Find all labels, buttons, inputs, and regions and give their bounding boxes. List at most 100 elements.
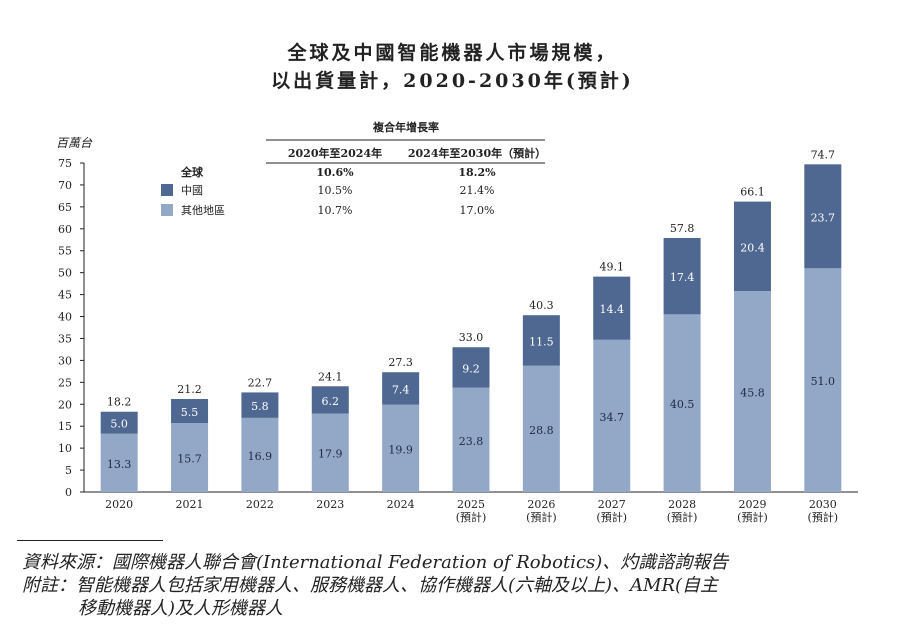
cagr-value: 10.7% bbox=[318, 204, 353, 217]
bar-china bbox=[452, 347, 490, 388]
cagr-value: 10.6% bbox=[316, 166, 354, 179]
footnote-source: 資料來源：國際機器人聯合會(International Federation o… bbox=[22, 552, 729, 573]
bar-label-china: 7.4 bbox=[392, 383, 410, 396]
bar-label-other-region: 28.8 bbox=[529, 424, 554, 437]
chart-title-line1: 全球及中國智能機器人市場規模， bbox=[287, 42, 618, 64]
y-tick-label: 55 bbox=[58, 245, 72, 258]
y-tick-label: 35 bbox=[58, 332, 72, 345]
y-tick-label: 25 bbox=[58, 376, 72, 389]
bar-other-region bbox=[100, 433, 138, 492]
bar-china bbox=[804, 164, 842, 269]
x-tick-label: 2020 bbox=[105, 498, 133, 511]
bar-label-other-region: 16.9 bbox=[248, 450, 273, 463]
bar-total-label: 49.1 bbox=[599, 261, 624, 274]
y-tick-label: 10 bbox=[58, 442, 72, 455]
bar-other-region bbox=[382, 404, 420, 492]
bar-other-region bbox=[733, 291, 771, 492]
bar-total-label: 24.1 bbox=[318, 370, 343, 383]
x-tick-note: (預計) bbox=[667, 510, 698, 524]
y-tick-label: 30 bbox=[58, 354, 72, 367]
y-tick-label: 75 bbox=[58, 157, 72, 170]
bar-other-region bbox=[452, 387, 490, 492]
bar-china bbox=[593, 276, 631, 340]
bar-china bbox=[522, 315, 560, 366]
x-tick-note: (預計) bbox=[808, 510, 839, 524]
bar-total-label: 33.0 bbox=[459, 331, 484, 344]
x-tick-note: (預計) bbox=[456, 510, 487, 524]
bar-other-region bbox=[804, 268, 842, 492]
bar-china bbox=[241, 392, 279, 418]
bar-label-other-region: 15.7 bbox=[177, 453, 202, 466]
bar-total-label: 40.3 bbox=[529, 299, 554, 312]
bar-china bbox=[171, 399, 209, 424]
y-tick-label: 50 bbox=[58, 267, 72, 280]
x-tick-label: 2022 bbox=[246, 498, 274, 511]
footnote-note-cont: 移動機器人)及人形機器人 bbox=[78, 598, 284, 619]
y-tick-label: 45 bbox=[58, 289, 72, 302]
x-tick-note: (預計) bbox=[526, 510, 557, 524]
bar-china bbox=[311, 386, 349, 414]
legend-label: 全球 bbox=[180, 165, 204, 179]
cagr-value: 17.0% bbox=[460, 204, 495, 217]
bar-total-label: 27.3 bbox=[388, 356, 413, 369]
cagr-header: 複合年增長率 bbox=[372, 120, 439, 134]
bar-label-china: 5.8 bbox=[251, 400, 269, 413]
chart-title-line2: 以出貨量計，2020-2030年(預計) bbox=[271, 70, 634, 92]
bar-total-label: 74.7 bbox=[811, 148, 836, 161]
y-tick-label: 0 bbox=[65, 486, 72, 499]
bar-other-region bbox=[241, 417, 279, 492]
bar-label-china: 11.5 bbox=[529, 335, 554, 348]
bar-label-other-region: 23.8 bbox=[459, 435, 484, 448]
bar-label-china: 14.4 bbox=[599, 303, 624, 316]
cagr-column-header: 2024年至2030年（預計） bbox=[408, 146, 546, 160]
x-tick-label: 2028 bbox=[668, 498, 696, 511]
x-tick-label: 2030 bbox=[809, 498, 837, 511]
bar-label-china: 5.0 bbox=[110, 418, 128, 431]
y-tick-label: 20 bbox=[58, 398, 72, 411]
y-tick-label: 65 bbox=[58, 201, 72, 214]
y-tick-label: 5 bbox=[65, 464, 72, 477]
bar-total-label: 18.2 bbox=[107, 396, 132, 409]
bar-other-region bbox=[522, 365, 560, 492]
bar-other-region bbox=[663, 314, 701, 492]
cagr-value: 18.2% bbox=[458, 166, 496, 179]
bar-label-other-region: 13.3 bbox=[107, 458, 132, 471]
bar-total-label: 22.7 bbox=[248, 376, 273, 389]
bar-china bbox=[100, 411, 138, 434]
bar-label-china: 9.2 bbox=[462, 362, 480, 375]
y-tick-label: 70 bbox=[58, 179, 72, 192]
footnotes: 資料來源：國際機器人聯合會(International Federation o… bbox=[22, 551, 728, 620]
x-tick-note: (預計) bbox=[596, 510, 627, 524]
y-tick-label: 15 bbox=[58, 420, 72, 433]
bar-total-label: 57.8 bbox=[670, 222, 695, 235]
bar-label-china: 23.7 bbox=[811, 211, 836, 224]
x-tick-label: 2024 bbox=[387, 498, 415, 511]
x-tick-label: 2026 bbox=[527, 498, 555, 511]
bar-label-china: 6.2 bbox=[322, 395, 340, 408]
cagr-value: 10.5% bbox=[318, 184, 353, 197]
cagr-column-header: 2020年至2024年 bbox=[288, 146, 382, 160]
bar-china bbox=[733, 201, 771, 292]
legend-label: 中國 bbox=[181, 184, 203, 197]
x-tick-label: 2023 bbox=[316, 498, 344, 511]
bar-label-other-region: 34.7 bbox=[599, 411, 624, 424]
bar-label-other-region: 40.5 bbox=[670, 398, 695, 411]
x-tick-label: 2021 bbox=[176, 498, 204, 511]
stacked-bar-chart: 百萬台 0 5 10 15 20 25 30 35 40 45 50 55 60 65 70 75 13.3 5.0… bbox=[56, 120, 858, 524]
footnote-note: 附註：智能機器人包括家用機器人、服務機器人、協作機器人(六軸及以上)、AMR(自… bbox=[22, 575, 719, 596]
bar-label-other-region: 51.0 bbox=[811, 375, 836, 388]
legend-swatch bbox=[161, 204, 173, 216]
bar-label-china: 17.4 bbox=[670, 271, 695, 284]
bar-label-china: 20.4 bbox=[740, 241, 765, 254]
bar-other-region bbox=[311, 413, 349, 492]
y-axis-label: 百萬台 bbox=[56, 136, 93, 150]
bar-total-label: 66.1 bbox=[740, 186, 765, 199]
y-tick-label: 40 bbox=[58, 311, 72, 324]
bar-other-region bbox=[593, 339, 631, 492]
bar-label-china: 5.5 bbox=[181, 406, 199, 419]
bar-label-other-region: 17.9 bbox=[318, 448, 343, 461]
bar-other-region bbox=[171, 423, 209, 492]
bar-china bbox=[382, 372, 420, 405]
x-tick-note: (預計) bbox=[737, 510, 768, 524]
y-tick-label: 60 bbox=[58, 223, 72, 236]
